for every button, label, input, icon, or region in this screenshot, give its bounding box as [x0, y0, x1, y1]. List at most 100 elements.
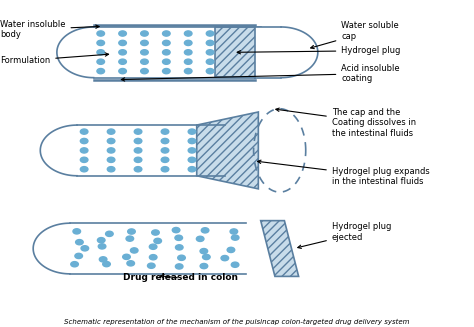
- Circle shape: [184, 69, 192, 74]
- Circle shape: [163, 40, 170, 45]
- Circle shape: [161, 157, 169, 163]
- Wedge shape: [281, 27, 318, 78]
- Circle shape: [184, 50, 192, 55]
- Circle shape: [163, 31, 170, 36]
- Text: Formulation: Formulation: [0, 53, 109, 65]
- Circle shape: [119, 59, 127, 64]
- Circle shape: [188, 157, 196, 163]
- Circle shape: [81, 246, 89, 251]
- Text: Schematic representation of the mechanism of the pulsincap colon-targeted drug d: Schematic representation of the mechanis…: [64, 319, 410, 325]
- Bar: [215, 27, 261, 77]
- Circle shape: [184, 31, 192, 36]
- Circle shape: [134, 138, 142, 144]
- Circle shape: [184, 40, 192, 45]
- Text: Hydrogel plug: Hydrogel plug: [237, 46, 401, 55]
- Text: The cap and the
Coating dissolves in
the intestinal fluids: The cap and the Coating dissolves in the…: [276, 108, 416, 138]
- Circle shape: [134, 148, 142, 153]
- Circle shape: [196, 236, 204, 241]
- Circle shape: [134, 129, 142, 134]
- Circle shape: [130, 248, 138, 253]
- Circle shape: [149, 255, 157, 260]
- Circle shape: [206, 59, 214, 64]
- Circle shape: [103, 262, 110, 267]
- Circle shape: [227, 247, 235, 252]
- Bar: [70, 223, 232, 274]
- Circle shape: [206, 69, 214, 74]
- Circle shape: [81, 148, 88, 153]
- Circle shape: [221, 255, 228, 261]
- Text: Water insoluble
body: Water insoluble body: [0, 20, 99, 39]
- Circle shape: [97, 69, 104, 74]
- Circle shape: [81, 129, 88, 134]
- Circle shape: [97, 59, 104, 64]
- Circle shape: [231, 262, 239, 267]
- Circle shape: [163, 69, 170, 74]
- Text: Acid insoluble
coating: Acid insoluble coating: [121, 64, 400, 83]
- Circle shape: [141, 50, 148, 55]
- Circle shape: [163, 59, 170, 64]
- Circle shape: [175, 264, 183, 269]
- Circle shape: [141, 69, 148, 74]
- Circle shape: [175, 235, 182, 240]
- Circle shape: [128, 229, 135, 234]
- Circle shape: [134, 157, 142, 163]
- Wedge shape: [57, 27, 94, 78]
- Circle shape: [161, 129, 169, 134]
- Circle shape: [81, 166, 88, 172]
- Circle shape: [175, 245, 183, 250]
- Circle shape: [98, 238, 105, 243]
- Wedge shape: [33, 223, 70, 274]
- Text: Hydrogel plug expands
in the intestinal fluids: Hydrogel plug expands in the intestinal …: [257, 160, 429, 186]
- Text: Water soluble
cap: Water soluble cap: [310, 21, 399, 49]
- Circle shape: [119, 69, 127, 74]
- Circle shape: [141, 40, 148, 45]
- Circle shape: [81, 157, 88, 163]
- Circle shape: [123, 254, 130, 259]
- Circle shape: [119, 40, 127, 45]
- Circle shape: [126, 236, 134, 241]
- Circle shape: [119, 50, 127, 55]
- Circle shape: [107, 157, 115, 163]
- Circle shape: [200, 249, 208, 254]
- Circle shape: [107, 148, 115, 153]
- Bar: [255, 27, 281, 78]
- Circle shape: [100, 257, 107, 262]
- Circle shape: [81, 138, 88, 144]
- Circle shape: [230, 229, 237, 234]
- Circle shape: [97, 31, 104, 36]
- Circle shape: [172, 228, 180, 233]
- Circle shape: [97, 50, 104, 55]
- Polygon shape: [197, 112, 258, 189]
- Circle shape: [161, 138, 169, 144]
- Text: Hydrogel plug
ejected: Hydrogel plug ejected: [298, 222, 391, 249]
- Circle shape: [141, 31, 148, 36]
- Circle shape: [154, 238, 162, 244]
- Circle shape: [141, 59, 148, 64]
- Circle shape: [98, 244, 106, 249]
- Polygon shape: [261, 221, 299, 276]
- Circle shape: [107, 129, 115, 134]
- Text: Drug released in colon: Drug released in colon: [123, 273, 237, 283]
- Circle shape: [206, 50, 214, 55]
- Circle shape: [119, 31, 127, 36]
- Circle shape: [147, 263, 155, 268]
- Circle shape: [107, 166, 115, 172]
- Wedge shape: [40, 125, 77, 176]
- Circle shape: [206, 40, 214, 45]
- Circle shape: [97, 40, 104, 45]
- Circle shape: [188, 166, 196, 172]
- Circle shape: [73, 229, 81, 234]
- Circle shape: [152, 230, 159, 235]
- Bar: [94, 27, 265, 78]
- Circle shape: [107, 138, 115, 144]
- Circle shape: [188, 138, 196, 144]
- Circle shape: [201, 228, 209, 233]
- Circle shape: [127, 261, 135, 266]
- Bar: [77, 125, 225, 176]
- Circle shape: [161, 166, 169, 172]
- Circle shape: [106, 231, 113, 236]
- Circle shape: [76, 240, 83, 245]
- Circle shape: [200, 264, 208, 269]
- Circle shape: [161, 148, 169, 153]
- Circle shape: [206, 31, 214, 36]
